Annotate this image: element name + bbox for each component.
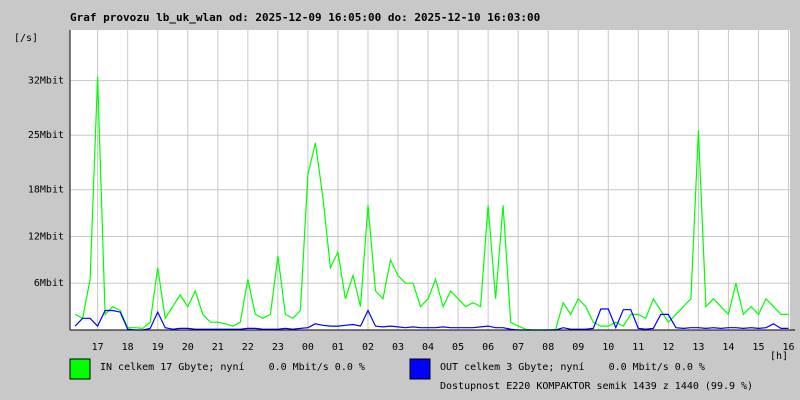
x-tick-label: 11 xyxy=(632,342,644,353)
legend: IN celkem 17 Gbyte; nyní 0.0 Mbit/s 0.0 … xyxy=(69,358,753,392)
x-tick-label: 02 xyxy=(362,342,374,353)
y-axis-label: [/s] xyxy=(14,33,38,44)
x-tick-label: 06 xyxy=(482,342,494,353)
series-line xyxy=(74,76,789,331)
availability-note: Dostupnost E220 KOMPAKTOR semik 1439 z 1… xyxy=(440,381,753,392)
legend-swatch xyxy=(69,358,91,380)
x-tick-label: 19 xyxy=(152,342,164,353)
y-tick-label: 12Mbit xyxy=(28,231,64,242)
x-tick-label: 13 xyxy=(692,342,704,353)
legend-label: IN celkem 17 Gbyte; nyní 0.0 Mbit/s 0.0 … xyxy=(100,361,365,373)
y-tick-label: 6Mbit xyxy=(34,278,64,289)
x-tick-label: 17 xyxy=(92,342,104,353)
x-tick-label: 07 xyxy=(512,342,524,353)
x-tick-label: 16 xyxy=(782,342,794,353)
x-tick-label: 04 xyxy=(422,342,434,353)
plot-area xyxy=(70,30,790,330)
x-tick-label: 22 xyxy=(242,342,254,353)
grid xyxy=(70,30,790,330)
y-tick-label: 18Mbit xyxy=(28,185,64,196)
x-tick-label: 23 xyxy=(272,342,284,353)
x-tick-label: 10 xyxy=(602,342,614,353)
x-tick-label: 14 xyxy=(722,342,734,353)
x-tick-label: 15 xyxy=(752,342,764,353)
legend-swatch xyxy=(409,358,431,380)
x-tick-label: 08 xyxy=(542,342,554,353)
x-tick-label: 00 xyxy=(302,342,314,353)
x-axis-label: [h] xyxy=(770,351,788,362)
legend-label: OUT celkem 3 Gbyte; nyní 0.0 Mbit/s 0.0 … xyxy=(440,361,705,373)
y-tick-label: 25Mbit xyxy=(28,130,64,141)
x-tick-label: 18 xyxy=(122,342,134,353)
x-tick-label: 12 xyxy=(662,342,674,353)
x-tick-label: 20 xyxy=(182,342,194,353)
x-tick-label: 21 xyxy=(212,342,224,353)
x-tick-label: 01 xyxy=(332,342,344,353)
series-line xyxy=(74,308,789,331)
x-tick-label: 05 xyxy=(452,342,464,353)
chart-title: Graf provozu lb_uk_wlan od: 2025-12-09 1… xyxy=(70,11,540,24)
x-tick-label: 09 xyxy=(572,342,584,353)
y-tick-label: 32Mbit xyxy=(28,76,64,87)
x-tick-label: 03 xyxy=(392,342,404,353)
series-layer xyxy=(74,76,789,331)
